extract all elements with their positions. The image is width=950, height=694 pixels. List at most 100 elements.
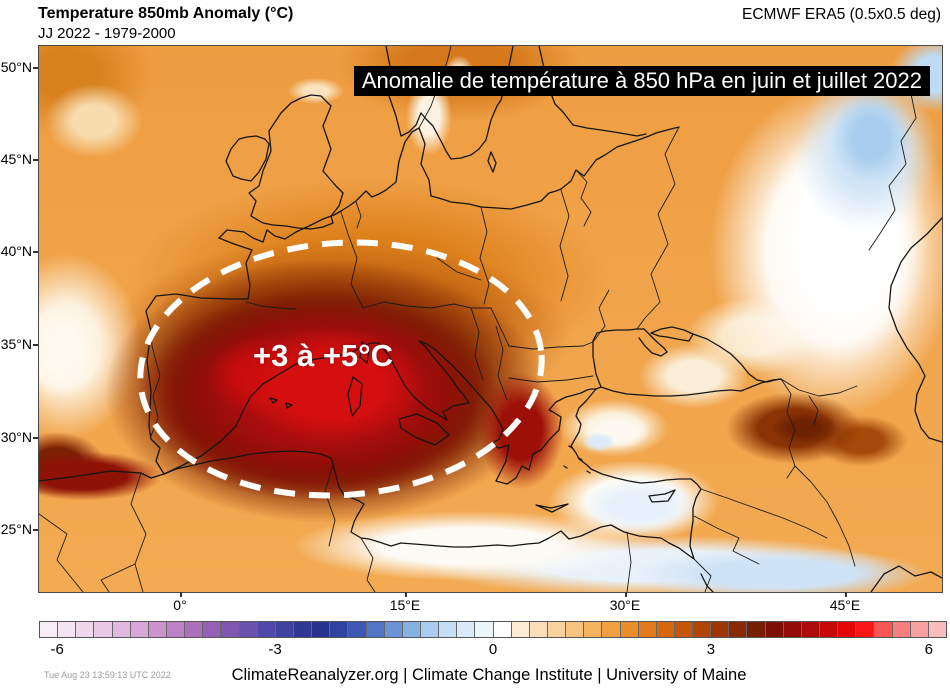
colorbar-cell	[148, 622, 167, 637]
border-moldova	[592, 289, 610, 343]
coast-africa-west	[39, 470, 165, 482]
lat-tick	[33, 437, 38, 439]
island-cyprus	[648, 489, 676, 503]
coast-scandinavia	[385, 46, 514, 160]
island-sardinia	[347, 376, 363, 417]
coast-azov-sea	[650, 326, 694, 342]
border-jordan-saudi	[693, 515, 760, 565]
heat-highlight-ellipse	[137, 239, 545, 499]
colorbar-cell	[566, 622, 585, 637]
border-tunisia-libya	[360, 537, 376, 592]
coast-persian-gulf	[870, 565, 942, 592]
colorbar-cell	[511, 622, 530, 637]
coast-caspian	[888, 217, 942, 443]
border-czech	[436, 257, 482, 281]
anomaly-annotation: +3 à +5°C	[253, 338, 393, 373]
border-west-sahara	[39, 513, 84, 592]
colorbar-cell	[801, 622, 821, 637]
colorbar-cell	[40, 622, 59, 637]
lon-label-15e: 15°E	[389, 597, 421, 613]
lat-tick	[33, 67, 38, 69]
lon-tick	[180, 592, 182, 597]
colorbar-cell	[130, 622, 149, 637]
colorbar-cell	[892, 622, 911, 637]
border-bulgaria-greece	[508, 375, 594, 383]
lat-tick	[33, 159, 38, 161]
colorbar-cell	[874, 622, 893, 637]
coast-turkey-north	[600, 378, 782, 397]
lat-label-40n: 40°N	[0, 243, 32, 259]
lon-tick	[625, 592, 627, 597]
colorbar-cell	[529, 622, 548, 637]
lon-label-45e: 45°E	[829, 597, 861, 613]
colorbar-cell	[547, 622, 567, 637]
border-france-east	[340, 211, 364, 309]
coastlines-borders-layer	[39, 46, 942, 592]
colorbar-cell	[783, 622, 802, 637]
colorbar-cell	[584, 622, 603, 637]
colorbar-cell	[493, 622, 512, 637]
lon-tick	[845, 592, 847, 597]
coast-west-europe	[145, 126, 680, 475]
colorbar-cell	[457, 622, 476, 637]
timestamp: Tue Aug 23 13:59:13 UTC 2022	[44, 670, 171, 680]
colorbar-cell	[602, 622, 621, 637]
island-corsica	[359, 341, 370, 364]
colorbar-cell	[693, 622, 712, 637]
border-morocco-algeria	[130, 472, 147, 592]
colorbar-cell	[439, 622, 458, 637]
lon-tick	[405, 592, 407, 597]
page-subtitle: JJ 2022 - 1979-2000	[38, 25, 176, 42]
colorbar-cell	[928, 622, 947, 637]
border-mauritania	[100, 563, 136, 592]
island-gotland	[487, 151, 497, 173]
colorbar-cell	[366, 622, 385, 637]
colorbar-tick-label: -3	[268, 641, 282, 658]
colorbar-cell	[711, 622, 730, 637]
colorbar-cell	[275, 622, 294, 637]
colorbar-cell	[838, 622, 857, 637]
colorbar-cell	[475, 622, 494, 637]
attribution: ClimateReanalyzer.org | Climate Change I…	[231, 666, 747, 684]
data-source-label: ECMWF ERA5 (0.5x0.5 deg)	[742, 6, 941, 23]
lat-label-35n: 35°N	[0, 336, 32, 352]
colorbar-cell	[58, 622, 77, 637]
coast-black-sea	[592, 328, 668, 388]
colorbar-cell	[384, 622, 403, 637]
colorbar-cell	[856, 622, 875, 637]
lat-label-50n: 50°N	[0, 59, 32, 75]
lat-label-45n: 45°N	[0, 151, 32, 167]
island-crete	[535, 503, 569, 513]
map-banner: Anomalie de température à 850 hPa en jui…	[353, 66, 930, 97]
border-caucasus	[780, 378, 858, 397]
border-egypt-israel	[693, 558, 712, 592]
colorbar-cell	[166, 622, 186, 637]
island-balearic-2	[285, 402, 293, 409]
border-balkans-2	[470, 307, 484, 381]
colorbar-cell	[765, 622, 784, 637]
colorbar-cell	[293, 622, 313, 637]
lon-label-30e: 30°E	[609, 597, 641, 613]
colorbar-cell	[620, 622, 639, 637]
colorbar-cell	[221, 622, 240, 637]
coast-turkey-levant-africa	[163, 388, 702, 560]
colorbar-cell	[239, 622, 258, 637]
colorbar-cell	[747, 622, 766, 637]
border-algeria-tunisia	[324, 463, 336, 547]
border-germany-east	[479, 206, 490, 305]
river-ural	[868, 67, 927, 251]
colorbar-cell	[656, 622, 675, 637]
colorbar-cell	[94, 622, 113, 637]
border-libya-egypt	[626, 531, 632, 592]
colorbar-cell	[112, 622, 131, 637]
colorbar-tick-labels: -6 -3 0 3 6	[39, 641, 947, 659]
colorbar-cell	[420, 622, 440, 637]
coast-mediterranean-north	[163, 340, 602, 485]
border-belarus	[559, 189, 570, 302]
border-ukraine-east	[636, 126, 680, 330]
island-sicily	[398, 413, 450, 446]
colorbar-tick-label: -6	[50, 641, 64, 658]
anomaly-map: Anomalie de température à 850 hPa en jui…	[38, 45, 943, 593]
colorbar-cell	[402, 622, 421, 637]
